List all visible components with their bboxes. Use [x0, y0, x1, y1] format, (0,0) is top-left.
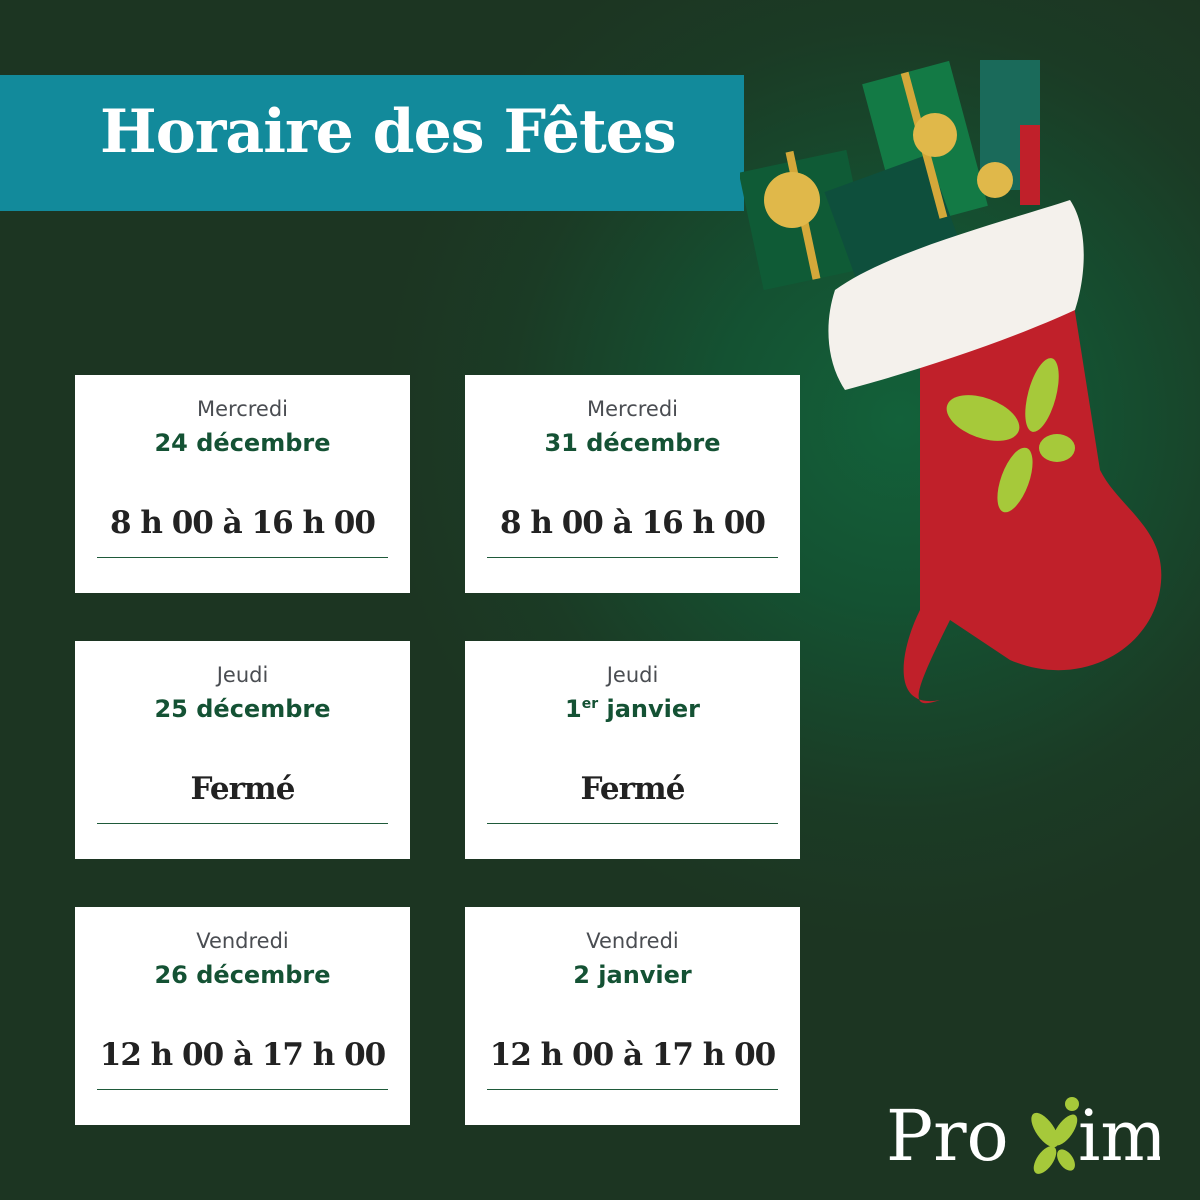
hours-label: Fermé	[190, 771, 296, 807]
date-label: 25 décembre	[154, 695, 331, 723]
proxim-logo: Pro im	[886, 1095, 1160, 1177]
title-banner: Horaire des Fêtes	[0, 75, 744, 211]
hours-card: Jeudi 25 décembre Fermé	[75, 641, 410, 859]
hours-label: 8 h 00 à 16 h 00	[500, 505, 766, 541]
date-label: 24 décembre	[154, 429, 331, 457]
hours-label: 12 h 00 à 17 h 00	[489, 1037, 776, 1073]
hours-card: Mercredi 24 décembre 8 h 00 à 16 h 00	[75, 375, 410, 593]
hours-card: Mercredi 31 décembre 8 h 00 à 16 h 00	[465, 375, 800, 593]
divider	[97, 1089, 388, 1090]
date-month: janvier	[598, 695, 700, 723]
svg-text:Pro: Pro	[886, 1095, 1009, 1177]
day-label: Mercredi	[196, 397, 288, 421]
date-ordinal: er	[581, 696, 599, 712]
stocking	[903, 280, 1162, 704]
day-label: Jeudi	[216, 663, 269, 687]
day-label: Jeudi	[606, 663, 659, 687]
date-label: 26 décembre	[154, 961, 331, 989]
day-label: Vendredi	[586, 929, 679, 953]
date-label: 31 décembre	[544, 429, 721, 457]
stocking-cuff	[828, 200, 1084, 390]
hours-card: Vendredi 26 décembre 12 h 00 à 17 h 00	[75, 907, 410, 1125]
divider	[97, 823, 388, 824]
divider	[487, 823, 778, 824]
date-label: 2 janvier	[573, 961, 692, 989]
divider	[487, 557, 778, 558]
hours-label: Fermé	[580, 771, 686, 807]
date-number: 1	[565, 695, 582, 723]
day-label: Vendredi	[196, 929, 289, 953]
hours-card: Jeudi 1er janvier Fermé	[465, 641, 800, 859]
hours-label: 8 h 00 à 16 h 00	[110, 505, 376, 541]
gift-boxes	[740, 60, 1040, 296]
divider	[97, 557, 388, 558]
hours-label: 12 h 00 à 17 h 00	[99, 1037, 386, 1073]
christmas-stocking-illustration	[740, 60, 1162, 704]
svg-text:im: im	[1078, 1095, 1160, 1177]
date-label: 1er janvier	[465, 695, 800, 723]
hours-card: Vendredi 2 janvier 12 h 00 à 17 h 00	[465, 907, 800, 1125]
divider	[487, 1089, 778, 1090]
proxim-leaf-icon	[946, 358, 1075, 513]
day-label: Mercredi	[586, 397, 678, 421]
page-title: Horaire des Fêtes	[100, 97, 677, 167]
